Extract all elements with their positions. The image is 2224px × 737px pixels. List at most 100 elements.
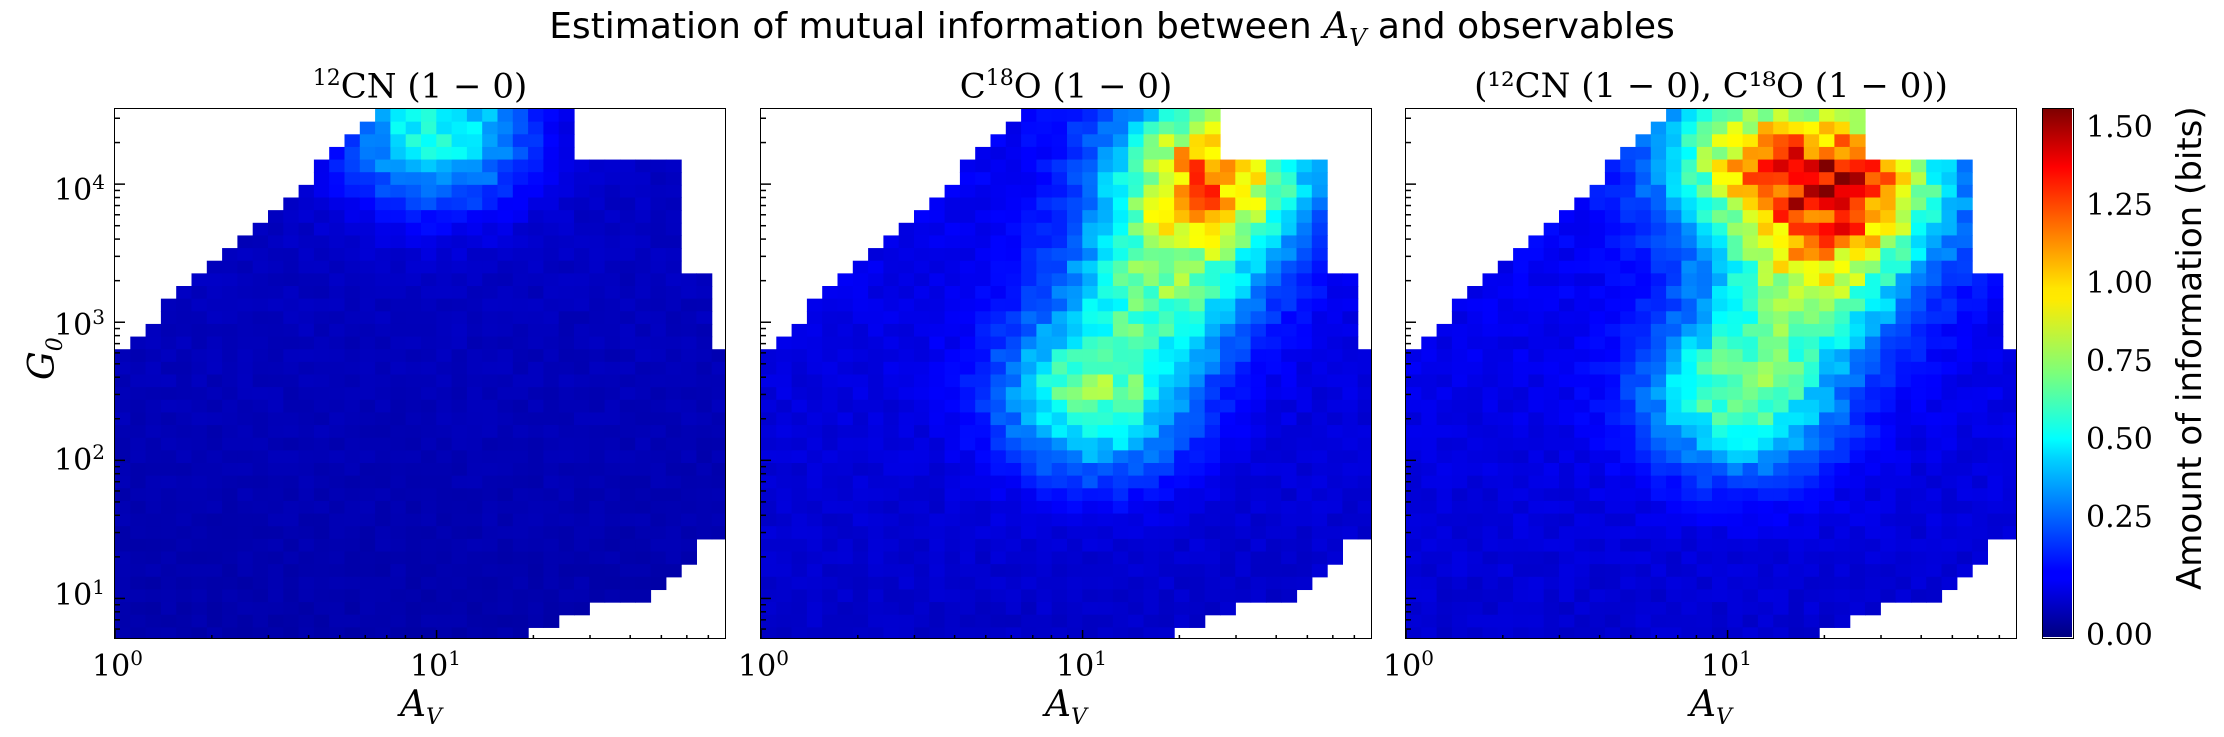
heatmap-cell [761,361,777,376]
x-tick-base: 10 [410,649,449,684]
heatmap-cell [145,526,162,540]
heatmap-cell [1696,475,1713,489]
heatmap-cell [1036,551,1053,565]
heatmap-cell [1036,475,1053,489]
heatmap-cell [1281,526,1298,540]
heatmap-cell [222,538,238,553]
heatmap-cell [589,260,606,274]
heatmap-cell [1589,538,1606,553]
heatmap-cell [482,134,499,148]
heatmap-cell [1112,235,1129,249]
heatmap-cell [528,614,544,628]
heatmap-cell [1021,374,1037,388]
heatmap-cell [868,437,884,451]
heatmap-cell [1834,323,1851,338]
heatmap-cell [1742,425,1759,439]
heatmap-cell [1788,323,1805,338]
heatmap-cell [375,121,391,135]
heatmap-cell [390,109,407,123]
heatmap-cell [1189,361,1206,376]
heatmap-cell [1834,172,1851,186]
heatmap-cell [1574,361,1591,376]
heatmap-cell [589,488,606,502]
heatmap-cell [1112,475,1129,489]
heatmap-cell [696,336,713,350]
heatmap-cell [1559,248,1575,262]
heatmap-cell [1742,488,1759,502]
heatmap-cell [1604,488,1621,502]
heatmap-cell [1497,412,1514,426]
heatmap-cell [1158,172,1175,186]
heatmap-cell [1128,109,1145,123]
heatmap-cell [390,387,407,401]
heatmap-cell [1342,513,1359,527]
heatmap-cell [1235,412,1252,426]
heatmap-cell [1788,602,1805,616]
heatmap-cell [635,538,652,553]
heatmap-cell [1005,602,1022,616]
heatmap-cell [543,222,560,237]
heatmap-cell [298,298,315,312]
heatmap-cell [512,589,529,603]
heatmap-cell [837,602,854,616]
heatmap-cell [1250,488,1267,502]
heatmap-cell [252,248,269,262]
heatmap-cell [990,526,1007,540]
heatmap-cell [1757,298,1774,312]
heatmap-cell [1128,235,1145,249]
heatmap-cell [160,425,177,439]
heatmap-cell [1220,399,1236,414]
heatmap-cell [1220,538,1236,553]
heatmap-cell [482,500,499,515]
heatmap-cell [681,437,697,451]
heatmap-cell [1895,197,1912,211]
heatmap-cell [1421,412,1438,426]
heatmap-cell [1650,197,1667,211]
heatmap-cell [1220,273,1236,287]
heatmap-cell [574,526,590,540]
heatmap-cell [1788,475,1805,489]
heatmap-cell [852,323,869,338]
heatmap-cell [405,614,422,628]
heatmap-cell [1788,463,1805,477]
heatmap-cell [914,361,930,376]
heatmap-cell [1895,361,1912,376]
heatmap-cell [283,488,300,502]
heatmap-cell [868,589,884,603]
heatmap-cell [1036,286,1053,300]
heatmap-cell [1311,412,1328,426]
heatmap-cell [1865,564,1881,578]
heatmap-cell [497,323,514,338]
heatmap-cell [898,361,915,376]
x-tick-base: 10 [738,649,777,684]
heatmap-cell [344,323,361,338]
heatmap-cell [1250,374,1267,388]
heatmap-cell [898,614,915,628]
heatmap-cell [1097,159,1114,173]
heatmap-cell [1265,336,1282,350]
heatmap-cell [222,336,238,350]
heatmap-cell [883,273,900,287]
heatmap-cell [1803,349,1820,363]
heatmap-cell [1819,260,1835,274]
heatmap-cell [604,463,621,477]
heatmap-cell [1497,286,1514,300]
heatmap-cell [1250,500,1267,515]
heatmap-cell [405,235,422,249]
heatmap-cell [497,500,514,515]
heatmap-cell [1972,298,1988,312]
heatmap-cell [421,336,437,350]
heatmap-cell [298,311,315,325]
heatmap-cell [130,500,147,515]
heatmap-cell [635,273,652,287]
heatmap-cell [1727,564,1744,578]
heatmap-cell [512,513,529,527]
heatmap-cell [1681,589,1698,603]
panel-1-title: 12CN (1 − 0) [114,66,726,106]
heatmap-cell [528,374,544,388]
heatmap-cell [1250,323,1267,338]
heatmap-cell [1451,349,1468,363]
heatmap-cell [1051,374,1068,388]
heatmap-cell [1956,538,1973,553]
heatmap-cell [1895,463,1912,477]
